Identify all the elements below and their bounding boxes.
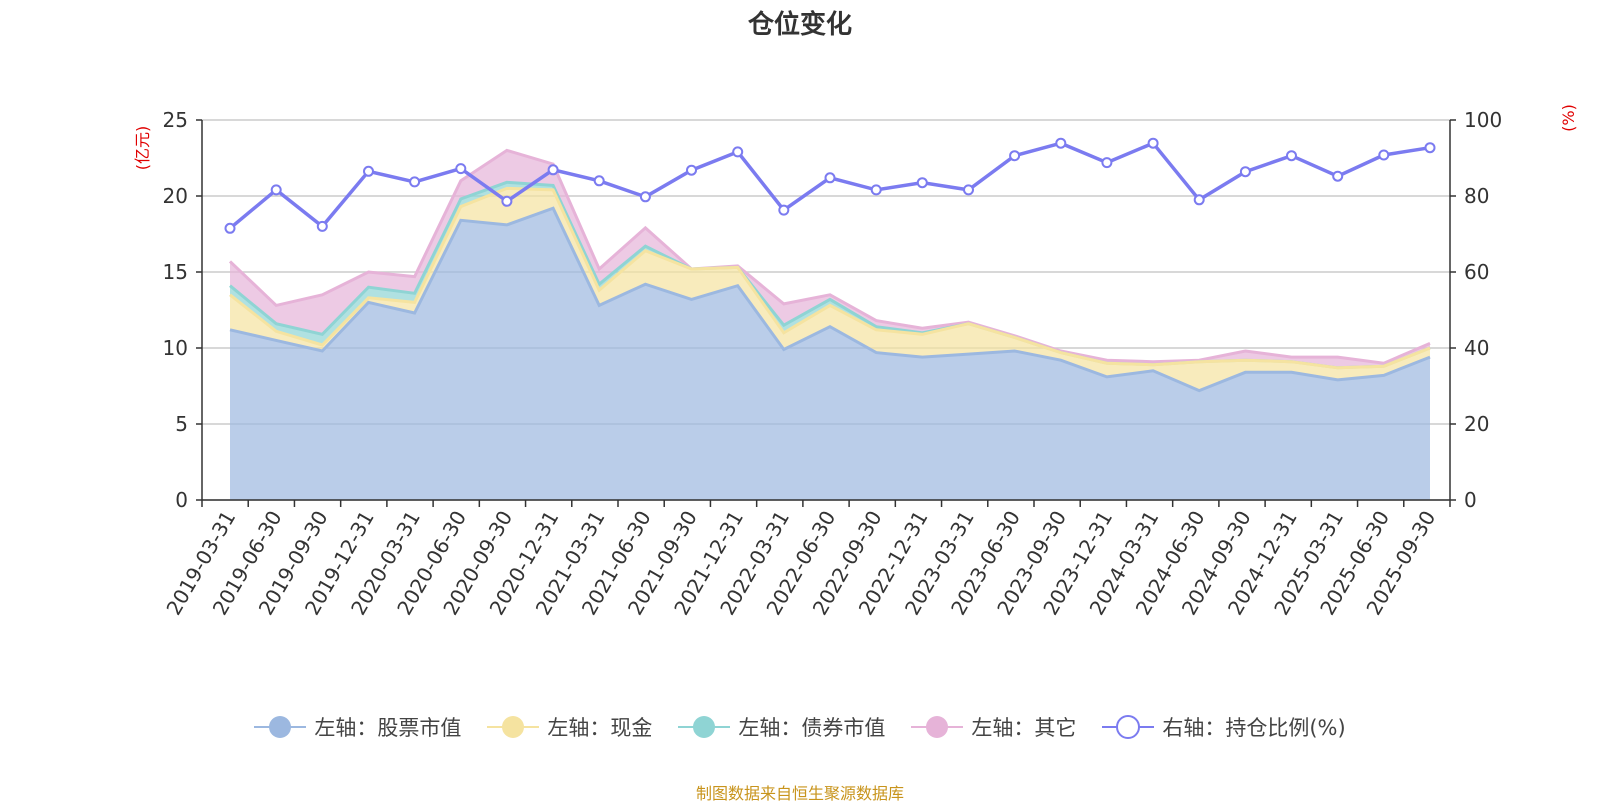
legend-swatch-icon <box>487 716 540 738</box>
y-right-tick-label: 0 <box>1464 488 1477 512</box>
ratio-point <box>870 184 882 196</box>
y-left-tick-label: 20 <box>163 184 188 208</box>
ratio-point <box>270 184 282 196</box>
ratio-point <box>916 177 928 189</box>
legend-item[interactable]: 左轴：其它 <box>911 712 1076 742</box>
ratio-point <box>1286 150 1297 162</box>
ratio-point <box>778 204 790 216</box>
ratio-point <box>1009 150 1021 162</box>
ratio-point <box>732 146 744 158</box>
legend-label: 左轴：债券市值 <box>738 716 886 740</box>
legend-swatch-icon <box>254 716 307 738</box>
legend-label: 左轴：现金 <box>547 716 653 740</box>
legend-label: 左轴：股票市值 <box>314 716 462 740</box>
legend-item[interactable]: 左轴：债券市值 <box>678 712 885 742</box>
ratio-point <box>363 165 374 177</box>
ratio-point <box>1193 194 1205 206</box>
legend-item[interactable]: 右轴：持仓比例(%) <box>1102 712 1346 742</box>
ratio-point <box>1378 149 1390 161</box>
ratio-line <box>224 137 1436 234</box>
area-edge-2 <box>229 186 1431 370</box>
ratio-point <box>1239 166 1251 178</box>
ratio-point <box>1332 170 1344 182</box>
chart-title: 仓位变化 <box>747 10 852 40</box>
area-2 <box>230 188 1430 391</box>
ratio-point <box>409 176 421 188</box>
ratio-point <box>639 191 651 203</box>
y-left-tick-label: 15 <box>163 260 188 284</box>
ratio-point <box>1424 142 1436 154</box>
y-left-unit: (亿元) <box>133 126 152 171</box>
y-right-tick-label: 60 <box>1464 260 1489 284</box>
ratio-line-path <box>228 141 1431 230</box>
ratio-point <box>501 195 513 207</box>
area-edge-4 <box>228 148 1431 365</box>
ratio-point <box>686 164 697 176</box>
y-right-tick-label: 80 <box>1464 184 1489 208</box>
legend-swatch-icon <box>678 716 731 738</box>
y-left-tick-label: 5 <box>175 412 188 436</box>
y-right-unit: (%) <box>1559 104 1578 132</box>
ratio-point <box>1147 137 1159 149</box>
stacked-areas <box>228 148 1431 500</box>
ratio-point <box>455 163 467 175</box>
area-1 <box>230 208 1430 500</box>
y-right-tick-label: 100 <box>1464 108 1502 132</box>
legend-item[interactable]: 左轴：现金 <box>487 712 652 742</box>
y-left-tick-label: 10 <box>163 336 188 360</box>
ratio-point <box>593 175 605 187</box>
y-right-tick-label: 40 <box>1464 336 1489 360</box>
y-left-tick-label: 0 <box>175 488 188 512</box>
chart-plot: 0510152025020406080100(亿元)(%)2019-03-312… <box>133 104 1578 619</box>
ratio-point <box>316 220 328 232</box>
legend-swatch-icon <box>1102 715 1155 739</box>
ratio-point <box>1055 137 1067 149</box>
ratio-point <box>1101 157 1113 169</box>
ratio-point <box>547 164 559 176</box>
legend-label: 左轴：其它 <box>971 716 1077 740</box>
ratio-point <box>224 222 236 234</box>
legend-swatch-icon <box>911 716 964 738</box>
ratio-point <box>963 184 974 196</box>
ratio-point <box>824 172 836 184</box>
legend: 左轴：股票市值 左轴：现金 左轴：债券市值 左轴：其它 右轴：持仓比例(%) <box>0 712 1600 742</box>
legend-label: 右轴：持仓比例(%) <box>1162 716 1346 740</box>
legend-item[interactable]: 左轴：股票市值 <box>254 712 461 742</box>
y-left-tick-label: 25 <box>163 108 188 132</box>
y-right-tick-label: 20 <box>1464 412 1489 436</box>
source-note: 制图数据来自恒生聚源数据库 <box>695 784 904 803</box>
area-edge-1 <box>229 206 1431 393</box>
